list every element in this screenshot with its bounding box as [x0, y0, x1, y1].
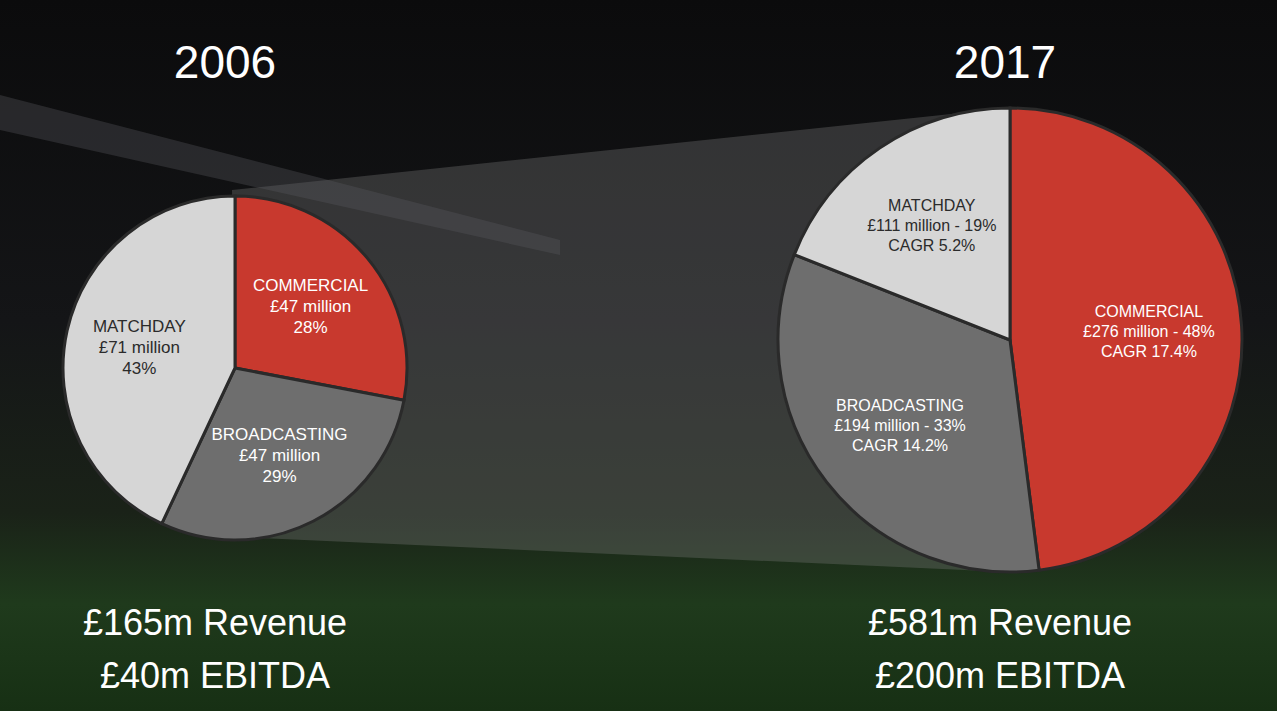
svg-text:£200m EBITDA: £200m EBITDA — [875, 655, 1125, 696]
svg-text:MATCHDAY£71 million43%: MATCHDAY£71 million43% — [93, 316, 186, 377]
svg-text:MATCHDAY£111 million - 19%CAGR: MATCHDAY£111 million - 19%CAGR 5.2% — [867, 196, 996, 253]
svg-text:2017: 2017 — [954, 36, 1056, 88]
svg-text:COMMERCIAL£276 million - 48%CA: COMMERCIAL£276 million - 48%CAGR 17.4% — [1083, 303, 1215, 360]
svg-text:BROADCASTING£47 million29%: BROADCASTING£47 million29% — [211, 425, 347, 486]
svg-text:£581m Revenue: £581m Revenue — [868, 602, 1132, 643]
svg-text:COMMERCIAL£47 million28%: COMMERCIAL£47 million28% — [253, 275, 368, 336]
svg-text:£40m EBITDA: £40m EBITDA — [100, 655, 330, 696]
svg-text:2006: 2006 — [174, 36, 276, 88]
svg-text:£165m Revenue: £165m Revenue — [83, 602, 347, 643]
svg-text:BROADCASTING£194 million - 33%: BROADCASTING£194 million - 33%CAGR 14.2% — [834, 397, 966, 454]
